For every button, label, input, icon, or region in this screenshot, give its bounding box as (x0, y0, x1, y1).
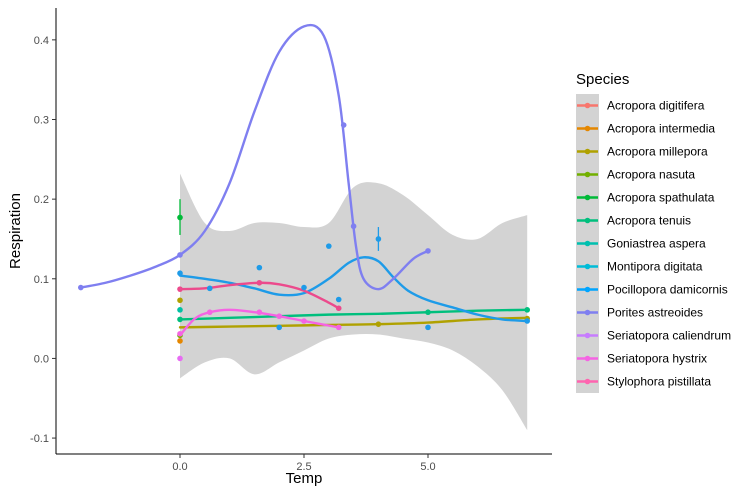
legend-key-point-seriatopora-hystrix (584, 355, 591, 362)
x-axis-title: Temp (286, 470, 323, 487)
point-seriatopora-hystrix (335, 324, 342, 331)
legend-label-stylophora-pistillata: Stylophora pistillata (607, 375, 711, 389)
curve-acropora-tenuis (178, 308, 529, 321)
curve-pocillopora-damicornis (178, 256, 529, 323)
curve-porites-astreoides (79, 23, 430, 291)
point-layer (78, 122, 530, 362)
legend-label-seriatopora-caliendrum: Seriatopora caliendrum (607, 329, 731, 343)
point-stylophora-pistillata (256, 279, 263, 286)
y-tick-label: -0.1 (30, 433, 49, 445)
point-porites-astreoides (340, 122, 347, 128)
legend-label-acropora-intermedia: Acropora intermedia (607, 122, 715, 136)
legend-key-point-acropora-digitifera (584, 102, 591, 109)
legend-key-point-pocillopora-damicornis (584, 286, 591, 293)
point-pocillopora-damicornis (301, 284, 307, 291)
point-porites-astreoides (177, 252, 183, 258)
curve-stylophora-pistillata (178, 281, 340, 310)
x-tick-label: 5.0 (420, 461, 435, 473)
point-acropora-intermedia (177, 338, 183, 344)
point-acropora-tenuis (177, 316, 183, 323)
y-tick-label: 0.3 (34, 115, 49, 127)
point-acropora-tenuis (425, 309, 431, 316)
legend-label-goniastrea-aspera: Goniastrea aspera (607, 237, 706, 251)
point-pocillopora-damicornis (206, 285, 213, 292)
legend-label-acropora-tenuis: Acropora tenuis (607, 214, 691, 228)
point-pocillopora-damicornis (177, 270, 183, 277)
x-tick-label: 2.5 (296, 461, 311, 473)
point-pocillopora-damicornis (276, 324, 283, 331)
legend-label-acropora-nasuta: Acropora nasuta (607, 168, 695, 182)
point-seriatopora-hystrix (276, 313, 283, 320)
legend-key-point-acropora-tenuis (584, 217, 591, 224)
legend-key-point-acropora-millepora (584, 148, 591, 155)
point-seriatopora-hystrix (256, 309, 263, 316)
point-porites-astreoides (78, 284, 84, 291)
y-ticks: -0.1 0.0 0.1 0.2 0.3 0.4 (30, 35, 56, 445)
point-acropora-digitifera (177, 355, 183, 362)
legend-label-pocillopora-damicornis: Pocillopora damicornis (607, 283, 728, 297)
y-axis-title: Respiration (7, 193, 24, 269)
legend-label-seriatopora-hystrix: Seriatopora hystrix (607, 352, 707, 366)
point-pocillopora-damicornis (375, 236, 382, 242)
y-tick-label: 0.4 (34, 35, 49, 47)
point-seriatopora-hystrix (206, 309, 213, 316)
point-porites-astreoides (350, 223, 357, 230)
legend-label-acropora-millepora: Acropora millepora (607, 145, 708, 159)
x-ticks: 0.0 2.5 5.0 (172, 454, 436, 473)
confidence-band-layer (180, 173, 528, 431)
y-tick-label: 0.0 (34, 353, 49, 365)
point-stylophora-pistillata (335, 305, 342, 312)
legend-key-point-acropora-intermedia (584, 125, 591, 132)
legend-label-acropora-digitifera: Acropora digitifera (607, 99, 705, 113)
legend-label-porites-astreoides: Porites astreoides (607, 306, 703, 320)
point-seriatopora-hystrix (301, 318, 307, 324)
curve-layer (79, 23, 529, 337)
legend-key-point-acropora-nasuta (584, 171, 591, 178)
point-acropora-millepora (375, 321, 382, 327)
legend: Species Acropora digitifera Acropora inte… (576, 71, 731, 393)
legend-key-point-goniastrea-aspera (584, 240, 591, 247)
point-pocillopora-damicornis (326, 243, 332, 249)
y-tick-label: 0.2 (34, 194, 49, 206)
point-acropora-tenuis (524, 307, 530, 313)
point-stylophora-pistillata (177, 286, 183, 292)
point-acropora-millepora (177, 297, 183, 304)
legend-key-point-montipora-digitata (584, 263, 591, 270)
point-pocillopora-damicornis (524, 318, 530, 324)
y-tick-label: 0.1 (34, 274, 49, 286)
legend-key-point-acropora-spathulata (584, 194, 591, 201)
legend-key-point-porites-astreoides (584, 309, 591, 316)
legend-label-montipora-digitata: Montipora digitata (607, 260, 703, 274)
x-tick-label: 0.0 (172, 461, 187, 473)
legend-title: Species (576, 71, 629, 88)
legend-items: Acropora digitifera Acropora intermedia Ac… (576, 94, 731, 393)
point-pocillopora-damicornis (256, 264, 263, 271)
legend-label-acropora-spathulata: Acropora spathulata (607, 191, 715, 205)
curve-acropora-millepora (178, 316, 529, 329)
point-goniastrea-aspera (177, 307, 183, 313)
legend-key-point-seriatopora-caliendrum (584, 332, 591, 339)
confidence-band (180, 173, 528, 431)
point-porites-astreoides (425, 248, 431, 254)
point-acropora-spathulata (177, 214, 183, 221)
point-pocillopora-damicornis (335, 296, 342, 303)
point-seriatopora-hystrix (177, 330, 183, 337)
point-pocillopora-damicornis (425, 324, 431, 331)
legend-key-point-stylophora-pistillata (584, 378, 591, 385)
